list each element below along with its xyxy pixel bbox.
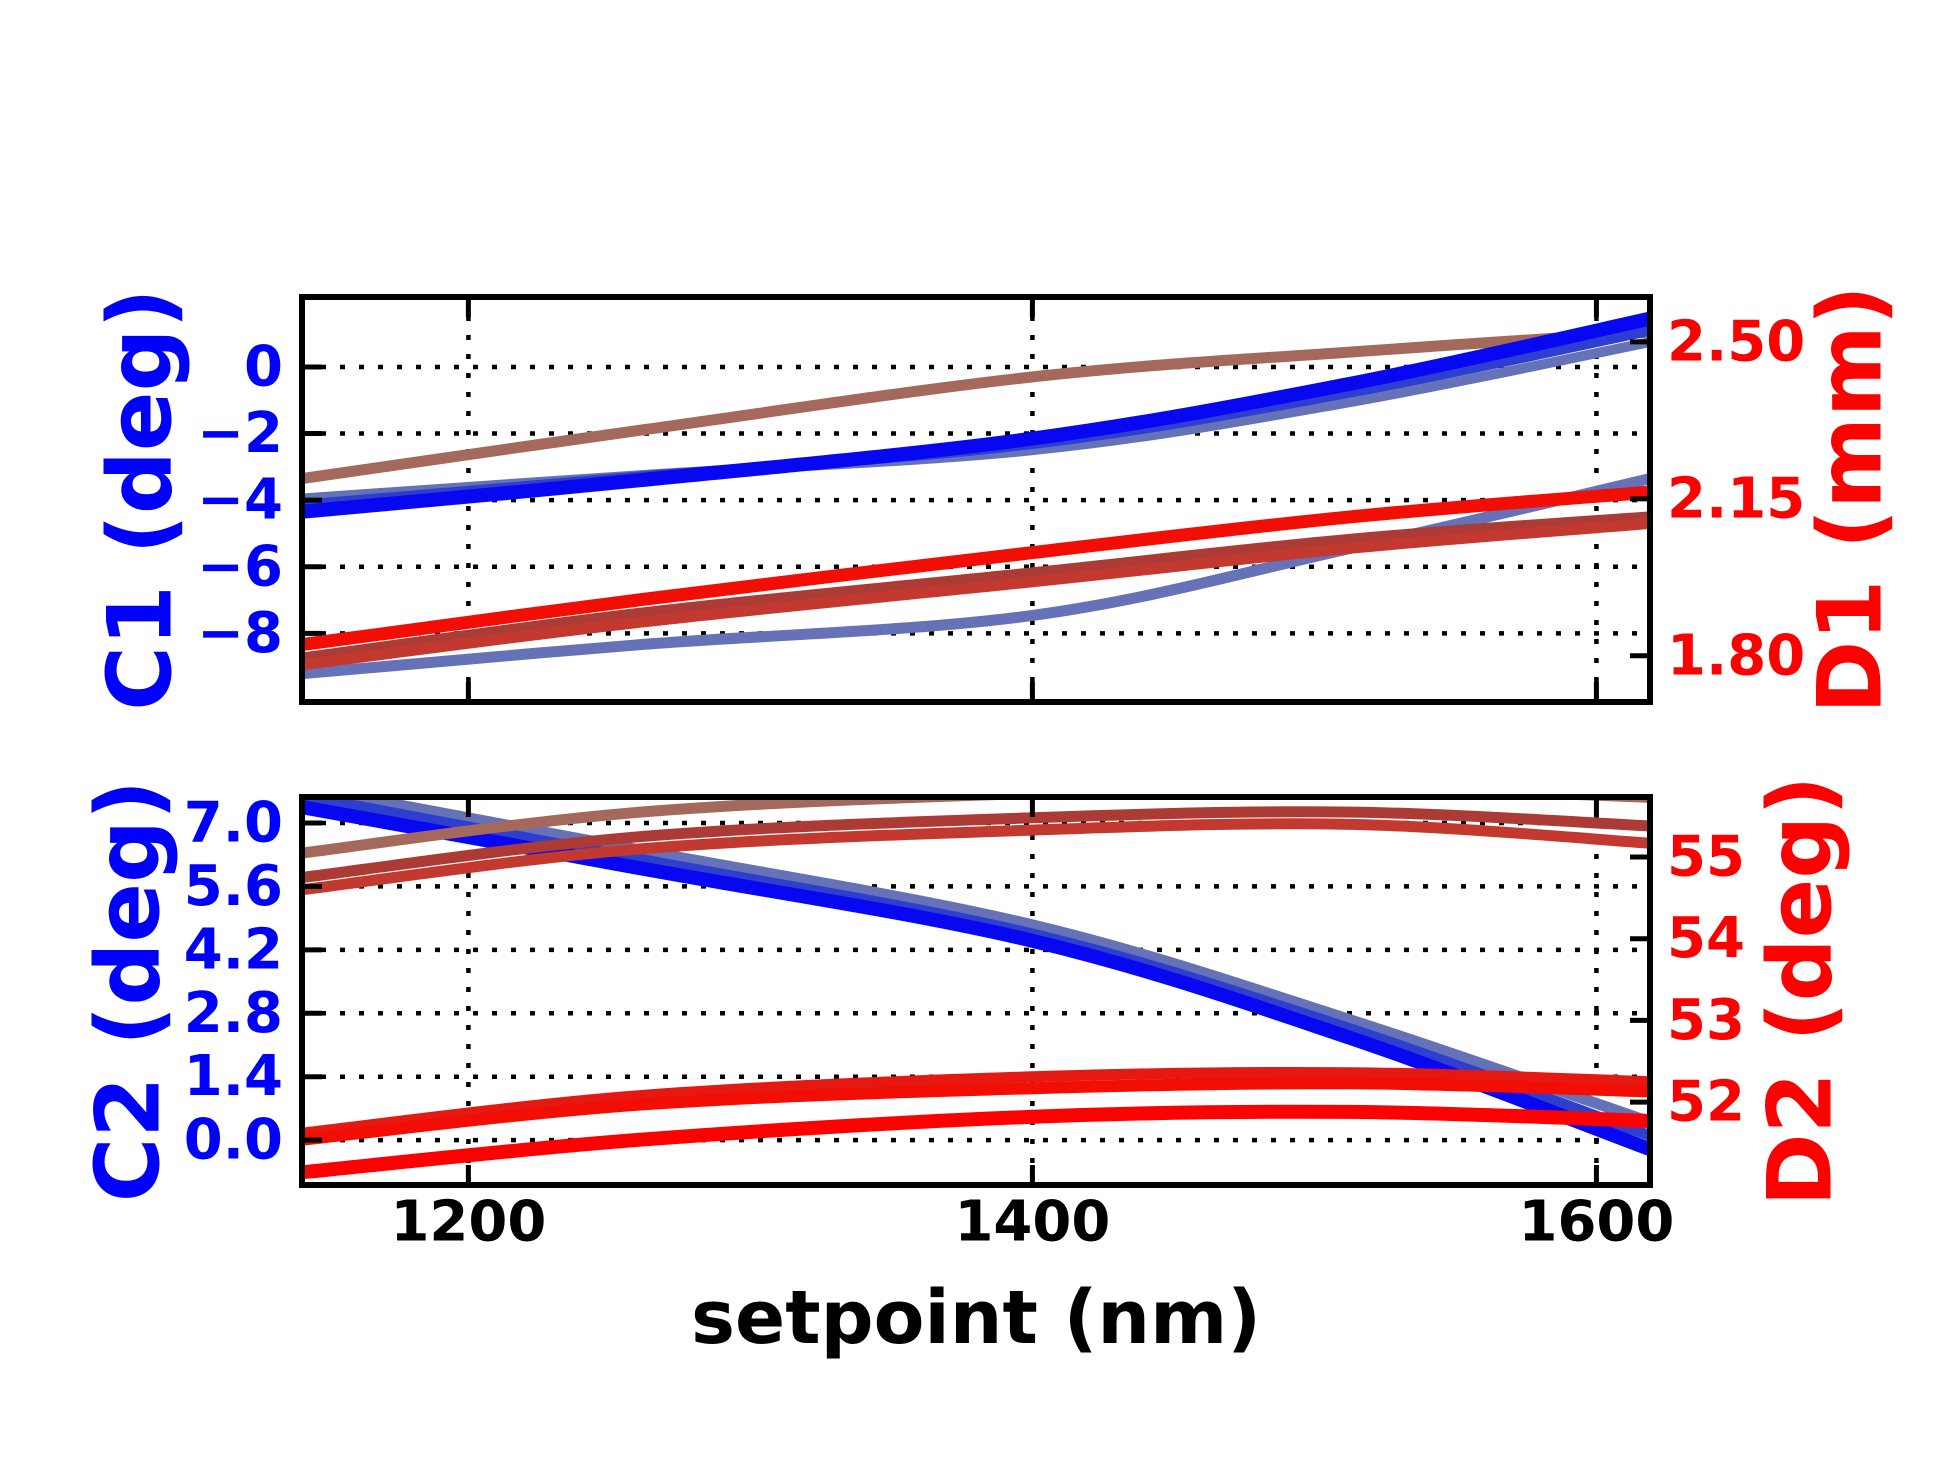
y-axis-label-right-panel-2: D2 (deg) — [1749, 775, 1852, 1206]
tick-label-right: 53 — [1667, 988, 1745, 1053]
series-D1-dark-red-a — [302, 511, 1650, 664]
axes-frame-panel-2 — [299, 794, 1653, 1188]
y-axis-label-left-panel-1: C1 (deg) — [89, 288, 192, 711]
series-D2-dark-red-b — [302, 818, 1650, 896]
tick-label-left: −6 — [197, 534, 283, 599]
tick-label-right: 52 — [1667, 1070, 1745, 1135]
tick-label-x: 1600 — [1518, 1190, 1674, 1255]
tick-label-x: 1200 — [390, 1190, 546, 1255]
tick-label-left: 4.2 — [184, 917, 283, 982]
tick-label-right: 55 — [1667, 825, 1745, 890]
series-C1-bright-blue — [302, 311, 1650, 519]
tick-label-left: 5.6 — [184, 854, 283, 919]
tick-label-left: −4 — [197, 468, 283, 533]
series-C1-brown — [302, 326, 1650, 484]
tick-label-left: 1.4 — [184, 1044, 283, 1109]
tick-label-left: −8 — [197, 601, 283, 666]
series-D2-red-c — [302, 1104, 1650, 1180]
tick-label-left: −2 — [197, 401, 283, 466]
y-axis-label-right-panel-1: D1 (mm) — [1799, 285, 1902, 714]
tick-label-right: 2.15 — [1667, 466, 1805, 531]
tick-label-right: 54 — [1667, 906, 1745, 971]
tick-label-left: 7.0 — [184, 791, 283, 856]
tick-label-left: 0.0 — [184, 1108, 283, 1173]
tick-label-left: 0 — [244, 334, 283, 399]
series-D1-dark-red-b — [302, 518, 1650, 671]
x-axis-label: setpoint (nm) — [691, 1275, 1261, 1361]
tick-label-right: 1.80 — [1667, 623, 1805, 688]
series-D2-red-b — [302, 1077, 1650, 1146]
series-D2-dark-red-a — [302, 806, 1650, 883]
tick-label-right: 2.50 — [1667, 309, 1805, 374]
series-D1-red — [302, 485, 1650, 652]
series-D2-red-a — [302, 1066, 1650, 1139]
tick-label-left: 2.8 — [184, 981, 283, 1046]
y-axis-label-left-panel-2: C2 (deg) — [77, 780, 180, 1203]
series-D2-brown — [302, 797, 1650, 859]
tick-label-x: 1400 — [954, 1190, 1110, 1255]
